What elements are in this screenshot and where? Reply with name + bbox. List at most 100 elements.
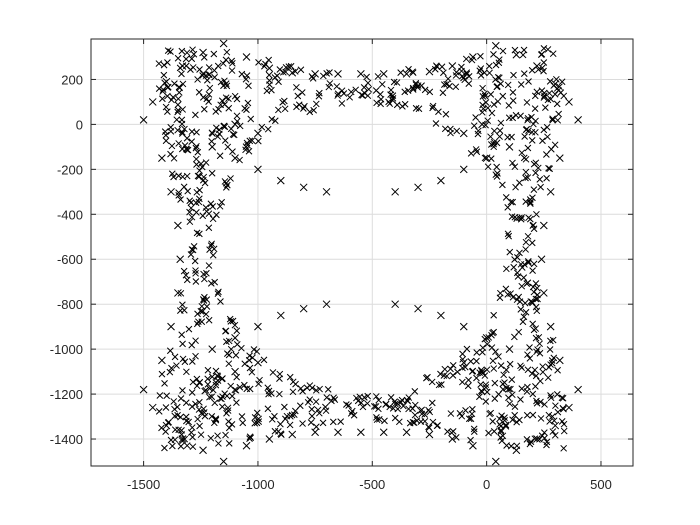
data-point (543, 123, 551, 131)
y-tick-label: -1400 (50, 432, 83, 447)
data-point (505, 232, 513, 240)
data-point (159, 95, 166, 103)
data-point (463, 69, 471, 76)
data-point (486, 410, 493, 418)
data-point (496, 415, 503, 423)
data-point (167, 127, 175, 135)
data-point (227, 345, 235, 353)
data-point (211, 278, 219, 286)
data-point (533, 399, 541, 407)
data-point (319, 419, 327, 427)
data-point (523, 411, 531, 419)
data-point (469, 441, 477, 450)
data-point (346, 93, 354, 101)
data-point (530, 120, 537, 128)
data-point (494, 98, 502, 105)
data-point (216, 202, 224, 210)
data-point (323, 69, 331, 77)
data-point (560, 444, 568, 452)
data-point (555, 154, 564, 162)
x-tick-label: -1000 (241, 477, 274, 492)
data-point (337, 418, 345, 426)
data-point (194, 148, 202, 156)
data-point (522, 174, 529, 182)
data-point (438, 381, 445, 388)
data-point (501, 379, 508, 386)
data-point (475, 393, 483, 401)
data-point (529, 320, 537, 328)
data-point (531, 366, 539, 374)
data-point (444, 428, 451, 435)
data-point (214, 432, 221, 440)
data-point (212, 124, 220, 132)
data-point (171, 436, 179, 444)
data-point (233, 373, 241, 381)
data-point (357, 428, 365, 437)
data-point (522, 238, 530, 246)
data-point (428, 399, 436, 407)
data-point (167, 187, 175, 196)
data-point (558, 78, 566, 86)
data-point (458, 72, 466, 80)
data-point (497, 362, 505, 369)
data-point (521, 299, 529, 307)
data-point (488, 344, 496, 351)
data-point (409, 418, 417, 426)
data-point (544, 46, 552, 53)
x-tick-label: 500 (590, 477, 612, 492)
data-point (499, 92, 507, 100)
data-point (533, 88, 541, 96)
data-point (251, 419, 259, 427)
y-tick-label: 0 (76, 117, 83, 132)
data-point (525, 78, 532, 85)
data-point (208, 393, 216, 401)
data-point (189, 246, 197, 254)
data-point (225, 360, 233, 368)
data-point (238, 70, 246, 78)
data-point (334, 69, 342, 78)
data-point (249, 354, 256, 362)
data-point (522, 246, 529, 253)
data-point (161, 79, 169, 87)
data-point (435, 108, 442, 116)
data-point (236, 156, 243, 164)
data-point (527, 200, 534, 207)
marker-layer (139, 39, 582, 466)
data-point (158, 370, 166, 378)
data-point (552, 402, 559, 410)
data-point (211, 73, 218, 81)
data-point (448, 435, 457, 443)
data-point (437, 370, 444, 378)
data-point (414, 304, 422, 313)
data-point (231, 386, 239, 394)
data-point (196, 398, 203, 406)
data-point (429, 102, 437, 110)
data-point (523, 435, 531, 443)
data-point (178, 435, 187, 443)
data-point (468, 410, 476, 418)
data-point (574, 116, 582, 124)
data-point (271, 412, 278, 420)
data-point (432, 120, 440, 127)
data-point (495, 56, 503, 63)
data-point (459, 355, 467, 363)
data-point (236, 122, 244, 130)
data-point (182, 55, 190, 63)
data-point (195, 88, 203, 96)
data-point (188, 55, 196, 63)
data-point (473, 349, 481, 356)
data-point (265, 390, 272, 398)
data-point (522, 308, 530, 316)
y-tick-labels: -1400 -1200 -1000 -800 -600 -400 -200 0 200 (50, 72, 83, 447)
data-point (289, 388, 297, 396)
data-point (247, 115, 255, 123)
data-point (549, 115, 556, 123)
data-point (221, 137, 229, 144)
data-point (530, 225, 538, 233)
data-point (517, 396, 524, 403)
data-point (521, 133, 529, 140)
data-point (546, 346, 554, 353)
data-point (238, 344, 245, 352)
data-point (377, 100, 385, 108)
data-point (162, 404, 170, 411)
